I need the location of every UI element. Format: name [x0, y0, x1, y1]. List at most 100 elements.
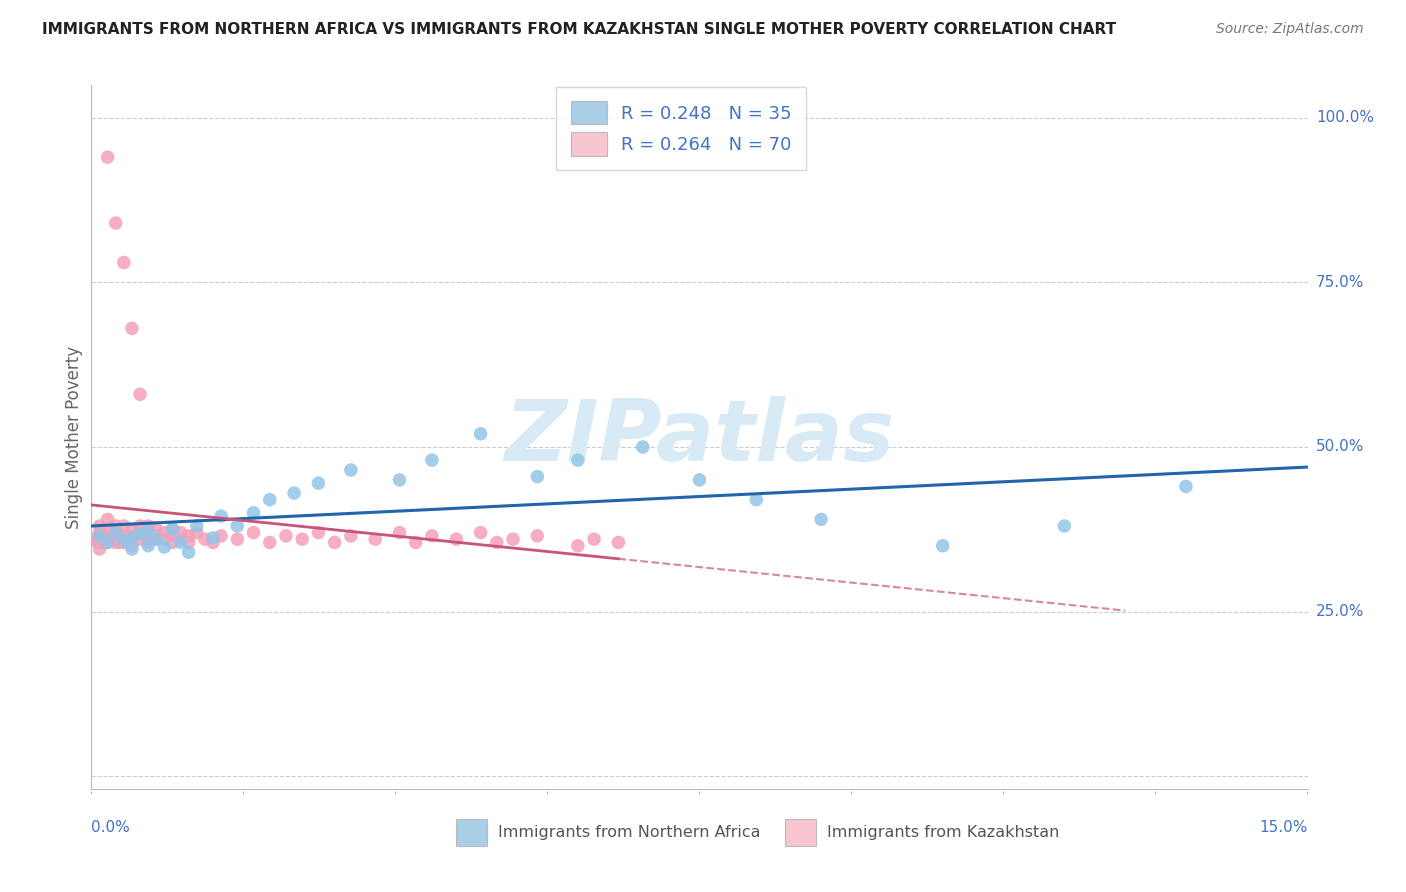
Point — [145, 522, 167, 536]
Point — [169, 535, 191, 549]
Point — [89, 529, 111, 543]
Point — [169, 525, 191, 540]
Point — [104, 525, 127, 540]
Point — [194, 532, 217, 546]
Point — [97, 512, 120, 526]
Point — [112, 532, 135, 546]
Point — [129, 387, 152, 401]
Point — [145, 532, 167, 546]
Point — [291, 532, 314, 546]
Point — [526, 529, 548, 543]
Point — [242, 506, 264, 520]
Text: Immigrants from Kazakhstan: Immigrants from Kazakhstan — [827, 825, 1059, 839]
Point — [104, 525, 127, 540]
Point — [97, 535, 120, 549]
Point — [89, 519, 111, 533]
Text: Source: ZipAtlas.com: Source: ZipAtlas.com — [1216, 22, 1364, 37]
Point — [583, 532, 606, 546]
Text: IMMIGRANTS FROM NORTHERN AFRICA VS IMMIGRANTS FROM KAZAKHSTAN SINGLE MOTHER POVE: IMMIGRANTS FROM NORTHERN AFRICA VS IMMIG… — [42, 22, 1116, 37]
Point — [388, 525, 411, 540]
Point — [226, 519, 249, 533]
Point — [177, 545, 200, 559]
Point — [89, 525, 111, 540]
Point — [405, 535, 427, 549]
Point — [162, 522, 184, 536]
Point — [162, 535, 184, 549]
Point — [169, 532, 191, 546]
Text: 75.0%: 75.0% — [1316, 275, 1364, 290]
Point — [112, 255, 135, 269]
Point — [340, 529, 363, 543]
Point — [121, 321, 143, 335]
Point — [209, 509, 232, 524]
Point — [136, 539, 159, 553]
Point — [631, 440, 654, 454]
Point — [567, 539, 589, 553]
Point — [104, 519, 127, 533]
Point — [129, 527, 152, 541]
Point — [136, 535, 159, 549]
Point — [121, 542, 143, 557]
Point — [242, 525, 264, 540]
Point — [259, 535, 281, 549]
Point — [112, 529, 135, 543]
Point — [420, 529, 443, 543]
Legend: R = 0.248   N = 35, R = 0.264   N = 70: R = 0.248 N = 35, R = 0.264 N = 70 — [557, 87, 806, 170]
Point — [89, 542, 111, 557]
Point — [112, 533, 135, 548]
Point — [104, 216, 127, 230]
Point — [1053, 519, 1076, 533]
Point — [502, 532, 524, 546]
Point — [444, 532, 467, 546]
Point — [129, 519, 152, 533]
Point — [104, 535, 127, 549]
Point — [307, 476, 329, 491]
Point — [567, 453, 589, 467]
Point — [810, 512, 832, 526]
Point — [1175, 479, 1198, 493]
Point — [364, 532, 387, 546]
Point — [129, 525, 152, 540]
Point — [136, 532, 159, 546]
Text: 0.0%: 0.0% — [91, 820, 131, 835]
Text: 100.0%: 100.0% — [1316, 111, 1374, 125]
Y-axis label: Single Mother Poverty: Single Mother Poverty — [65, 345, 83, 529]
Point — [136, 524, 159, 539]
Point — [97, 535, 120, 549]
Point — [136, 519, 159, 533]
Point — [745, 492, 768, 507]
Point — [307, 525, 329, 540]
Point — [283, 486, 305, 500]
Point — [129, 532, 152, 546]
Point — [100, 532, 122, 546]
Point — [323, 535, 346, 549]
Point — [526, 469, 548, 483]
Point — [112, 519, 135, 533]
Point — [388, 473, 411, 487]
Point — [259, 492, 281, 507]
Text: 15.0%: 15.0% — [1260, 820, 1308, 835]
Point — [136, 525, 159, 540]
Point — [226, 532, 249, 546]
Point — [470, 426, 492, 441]
Point — [162, 529, 184, 543]
Point — [121, 539, 143, 553]
Point — [93, 527, 115, 541]
Point — [202, 531, 225, 545]
Point — [162, 522, 184, 536]
Point — [153, 525, 176, 540]
Point — [108, 535, 131, 549]
Point — [177, 529, 200, 543]
Text: ZIPatlas: ZIPatlas — [505, 395, 894, 479]
Point — [121, 531, 143, 545]
Point — [112, 535, 135, 549]
Point — [340, 463, 363, 477]
Point — [97, 525, 120, 540]
Point — [470, 525, 492, 540]
Point — [153, 532, 176, 546]
Point — [688, 473, 710, 487]
Text: 50.0%: 50.0% — [1316, 440, 1364, 454]
Point — [274, 529, 297, 543]
Point — [97, 150, 120, 164]
Point — [121, 529, 143, 543]
